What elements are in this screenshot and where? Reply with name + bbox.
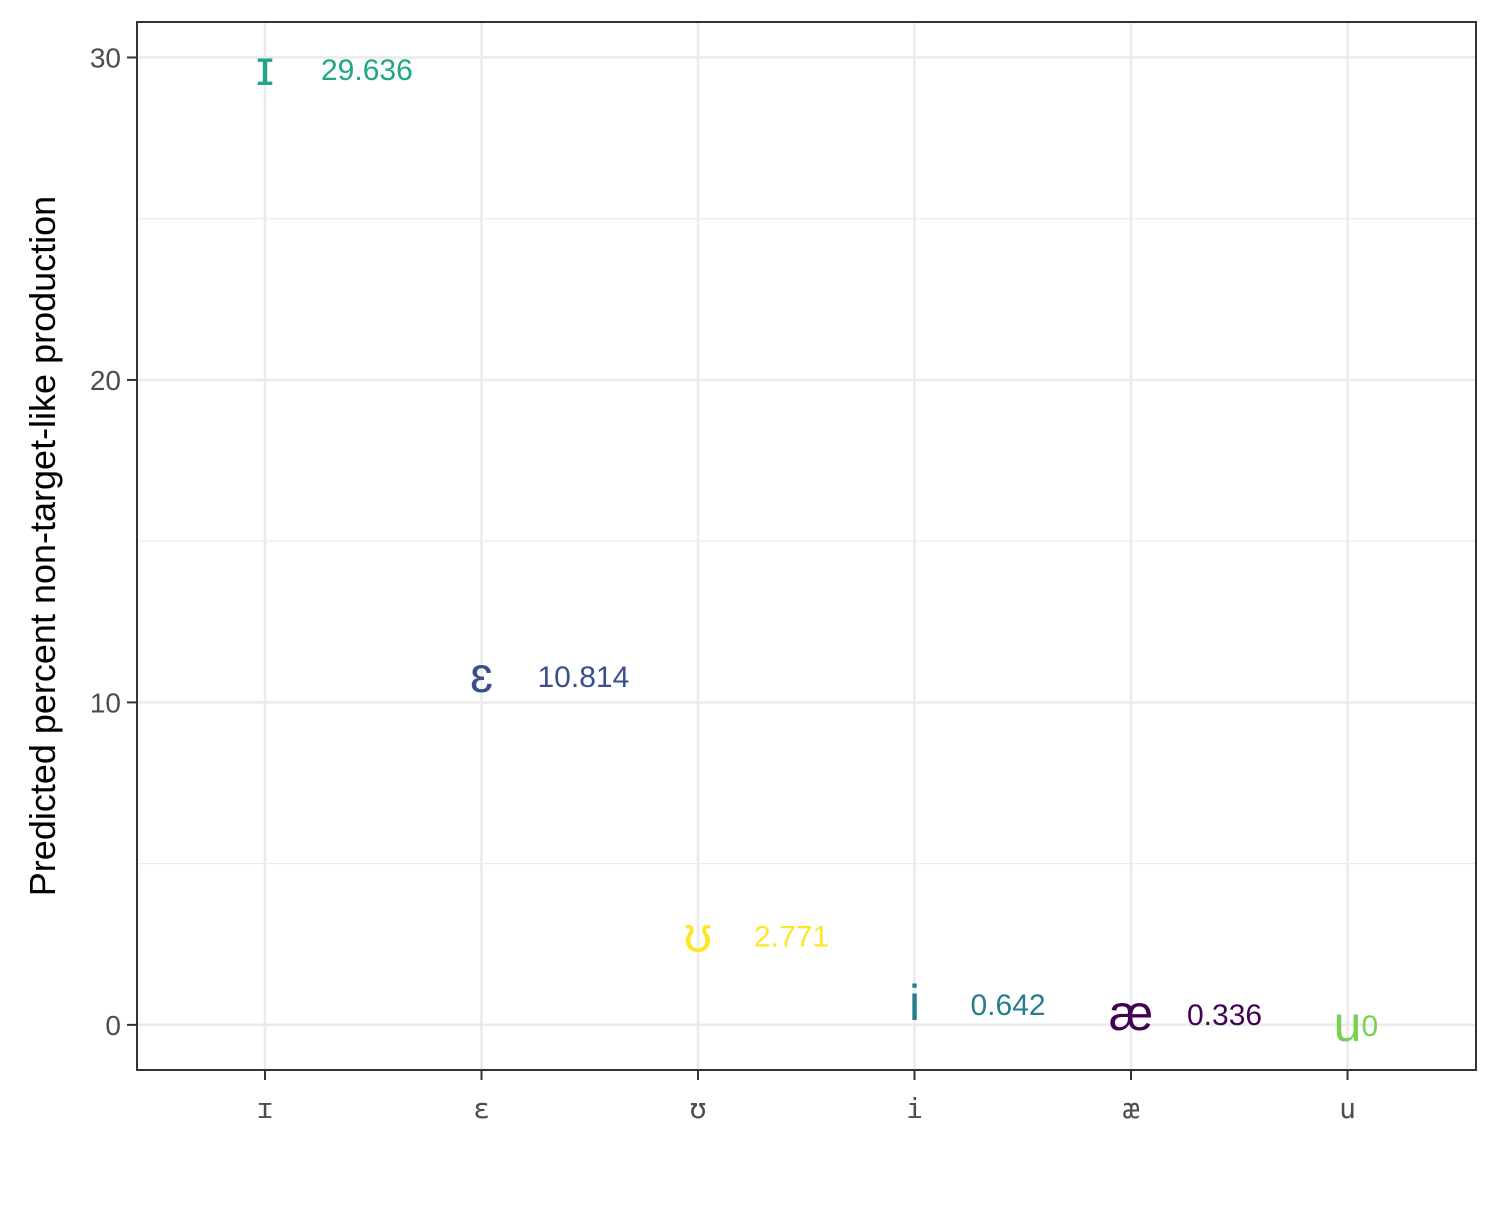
data-point-symbol: ɪ	[256, 40, 274, 96]
x-tick-label: æ	[1123, 1092, 1140, 1125]
data-point-symbol: u	[1334, 996, 1362, 1052]
y-tick-label: 0	[105, 1010, 121, 1041]
data-point-symbol: æ	[1109, 985, 1153, 1041]
y-tick-label: 20	[90, 365, 121, 396]
data-point-label: 0.642	[971, 989, 1046, 1022]
data-point-label: 10.814	[538, 661, 630, 694]
data-point-label: 29.636	[321, 54, 413, 87]
data-point-label: 2.771	[754, 921, 829, 954]
data-point-symbol: ɛ	[470, 647, 493, 703]
grid-lines	[137, 22, 1476, 1070]
x-tick-label: ʊ	[690, 1092, 707, 1125]
y-tick-label: 30	[90, 42, 121, 73]
data-point-label: 0.336	[1187, 999, 1262, 1032]
y-tick-label: 10	[90, 687, 121, 718]
axes: 0 10 20 30 ɪ ɛ ʊ i æ u	[90, 42, 1356, 1125]
data-point-symbol: i	[909, 975, 920, 1031]
data-point-label: 0	[1362, 1010, 1379, 1043]
data-point-symbol: ʊ	[684, 907, 712, 963]
plot-panel-border	[136, 21, 1477, 1071]
x-tick-label: ɪ	[257, 1092, 274, 1125]
x-tick-label: i	[906, 1092, 923, 1125]
x-tick-label: ɛ	[473, 1092, 490, 1125]
data-points: ɪ 29.636 ɛ 10.814 ʊ 2.771 i 0.642 æ 0.336 u 0	[256, 40, 1378, 1052]
x-tick-label: u	[1339, 1092, 1356, 1125]
y-axis-title: Predicted percent non-target-like produc…	[22, 196, 63, 896]
